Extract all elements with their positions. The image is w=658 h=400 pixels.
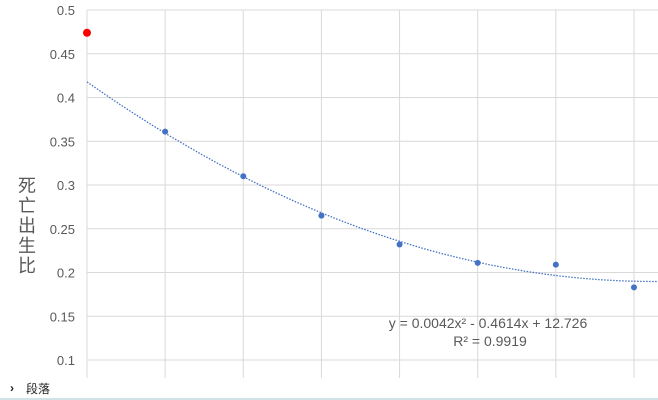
data-point: [630, 284, 637, 291]
grid: [86, 9, 658, 378]
data-point: [552, 261, 559, 268]
y-tick-label: 0.35: [50, 134, 75, 149]
data-point: [162, 128, 169, 135]
data-point: [474, 259, 481, 266]
y-tick-label: 0.45: [50, 47, 75, 62]
y-tick-label: 0.15: [50, 309, 75, 324]
paragraph-label: 段落: [26, 381, 51, 396]
trendline: [86, 81, 658, 283]
trendline-equation: y = 0.0042x² - 0.4614x + 12.726: [389, 315, 588, 331]
data-point: [83, 28, 91, 37]
y-tick-label: 0.25: [50, 222, 75, 237]
paragraph-panel-toggle[interactable]: › 段落: [0, 378, 658, 400]
data-point: [240, 173, 247, 180]
r-squared: R² = 0.9919: [453, 333, 527, 349]
y-tick-label: 0.1: [57, 353, 75, 368]
y-tick-label: 0.3: [57, 178, 75, 193]
data-point: [318, 212, 325, 219]
y-tick-label: 0.5: [57, 3, 75, 18]
y-tick-label: 0.4: [57, 91, 75, 106]
y-tick-labels: 0.1 0.15 0.2 0.25 0.3 0.35 0.4 0.45 0.5: [50, 3, 75, 368]
y-tick-label: 0.2: [57, 266, 75, 281]
data-points: [83, 28, 637, 291]
data-point: [396, 241, 403, 248]
y-axis-label: 死亡出生比: [18, 176, 36, 276]
chevron-right-icon: ›: [10, 381, 14, 395]
chart: 0.1 0.15 0.2 0.25 0.3 0.35 0.4 0.45 0.5 y = 0.00…: [50, 3, 658, 378]
